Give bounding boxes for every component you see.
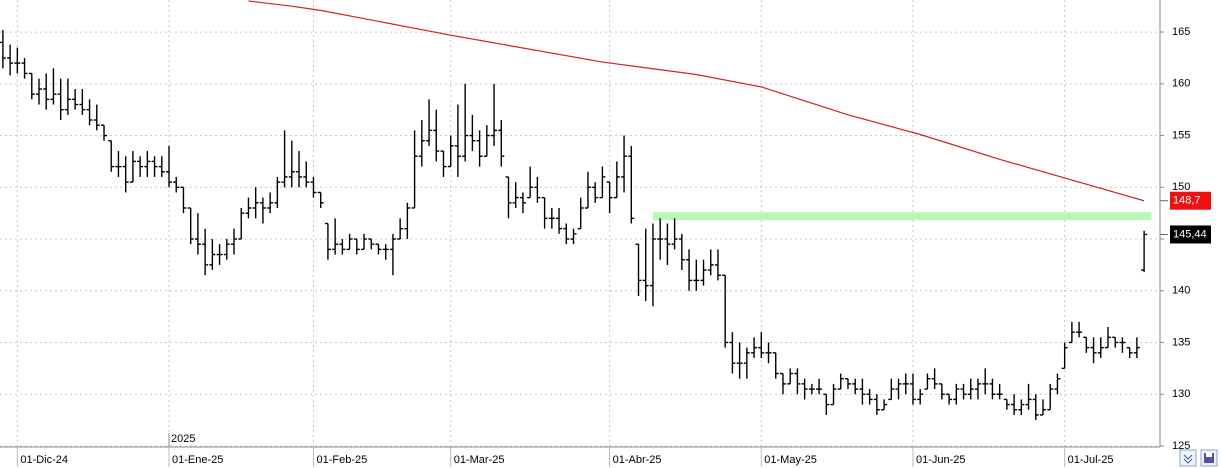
y-tick-label: 130 xyxy=(1172,388,1190,400)
y-tick-label: 140 xyxy=(1172,285,1190,297)
year-marker-label: 2025 xyxy=(171,433,195,445)
scroll-button[interactable] xyxy=(1179,449,1197,467)
x-tick-label: 01-Mar-25 xyxy=(454,454,505,466)
price-label: 148,7 xyxy=(1173,195,1201,207)
x-tick-label: 01-Ene-25 xyxy=(172,454,223,466)
price-label: 145,44 xyxy=(1173,228,1207,240)
x-tick-label: 01-Jun-25 xyxy=(916,454,966,466)
save-icon-label xyxy=(1206,453,1212,457)
price-box xyxy=(1170,225,1211,244)
scroll-icon xyxy=(1183,454,1193,464)
labels-layer: 12513013514014515015516016501-Dic-2401-E… xyxy=(16,26,1211,467)
x-tick-label: 01-Jul-25 xyxy=(1068,454,1114,466)
x-tick-label: 01-Dic-24 xyxy=(20,454,68,466)
moving-average-line xyxy=(248,0,1145,202)
marks-layer xyxy=(0,0,1152,421)
save-icon xyxy=(1204,453,1214,463)
y-tick-label: 165 xyxy=(1172,26,1190,38)
y-tick-label: 150 xyxy=(1172,181,1190,193)
grid-layer xyxy=(0,0,1160,447)
level-band xyxy=(652,212,1152,221)
y-tick-label: 135 xyxy=(1172,336,1190,348)
price-box xyxy=(1170,191,1211,210)
y-tick-label: 125 xyxy=(1172,440,1190,452)
y-tick-label: 160 xyxy=(1172,78,1190,90)
x-tick-label: 01-May-25 xyxy=(764,454,817,466)
y-tick-label: 155 xyxy=(1172,129,1190,141)
x-tick-label: 01-Abr-25 xyxy=(613,454,662,466)
x-tick-label: 01-Feb-25 xyxy=(316,454,367,466)
